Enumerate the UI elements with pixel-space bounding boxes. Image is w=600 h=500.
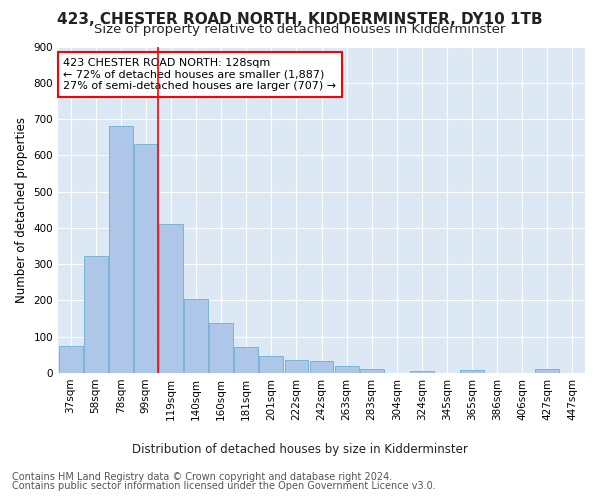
Bar	[335, 366, 359, 373]
Bar	[259, 356, 283, 373]
Y-axis label: Number of detached properties: Number of detached properties	[15, 117, 28, 303]
Text: Distribution of detached houses by size in Kidderminster: Distribution of detached houses by size …	[132, 442, 468, 456]
Bar	[235, 347, 258, 373]
Text: Size of property relative to detached houses in Kidderminster: Size of property relative to detached ho…	[94, 22, 506, 36]
Bar	[109, 126, 133, 373]
Bar	[360, 370, 383, 373]
Bar	[184, 299, 208, 373]
Bar	[209, 323, 233, 373]
Text: Contains HM Land Registry data © Crown copyright and database right 2024.: Contains HM Land Registry data © Crown c…	[12, 472, 392, 482]
Text: Contains public sector information licensed under the Open Government Licence v3: Contains public sector information licen…	[12, 481, 436, 491]
Bar	[59, 346, 83, 373]
Text: 423, CHESTER ROAD NORTH, KIDDERMINSTER, DY10 1TB: 423, CHESTER ROAD NORTH, KIDDERMINSTER, …	[57, 12, 543, 28]
Bar	[535, 370, 559, 373]
Bar	[159, 224, 183, 373]
Bar	[460, 370, 484, 373]
Bar	[84, 256, 107, 373]
Bar	[134, 144, 158, 373]
Bar	[410, 371, 434, 373]
Text: 423 CHESTER ROAD NORTH: 128sqm
← 72% of detached houses are smaller (1,887)
27% : 423 CHESTER ROAD NORTH: 128sqm ← 72% of …	[64, 58, 337, 91]
Bar	[284, 360, 308, 373]
Bar	[310, 360, 334, 373]
